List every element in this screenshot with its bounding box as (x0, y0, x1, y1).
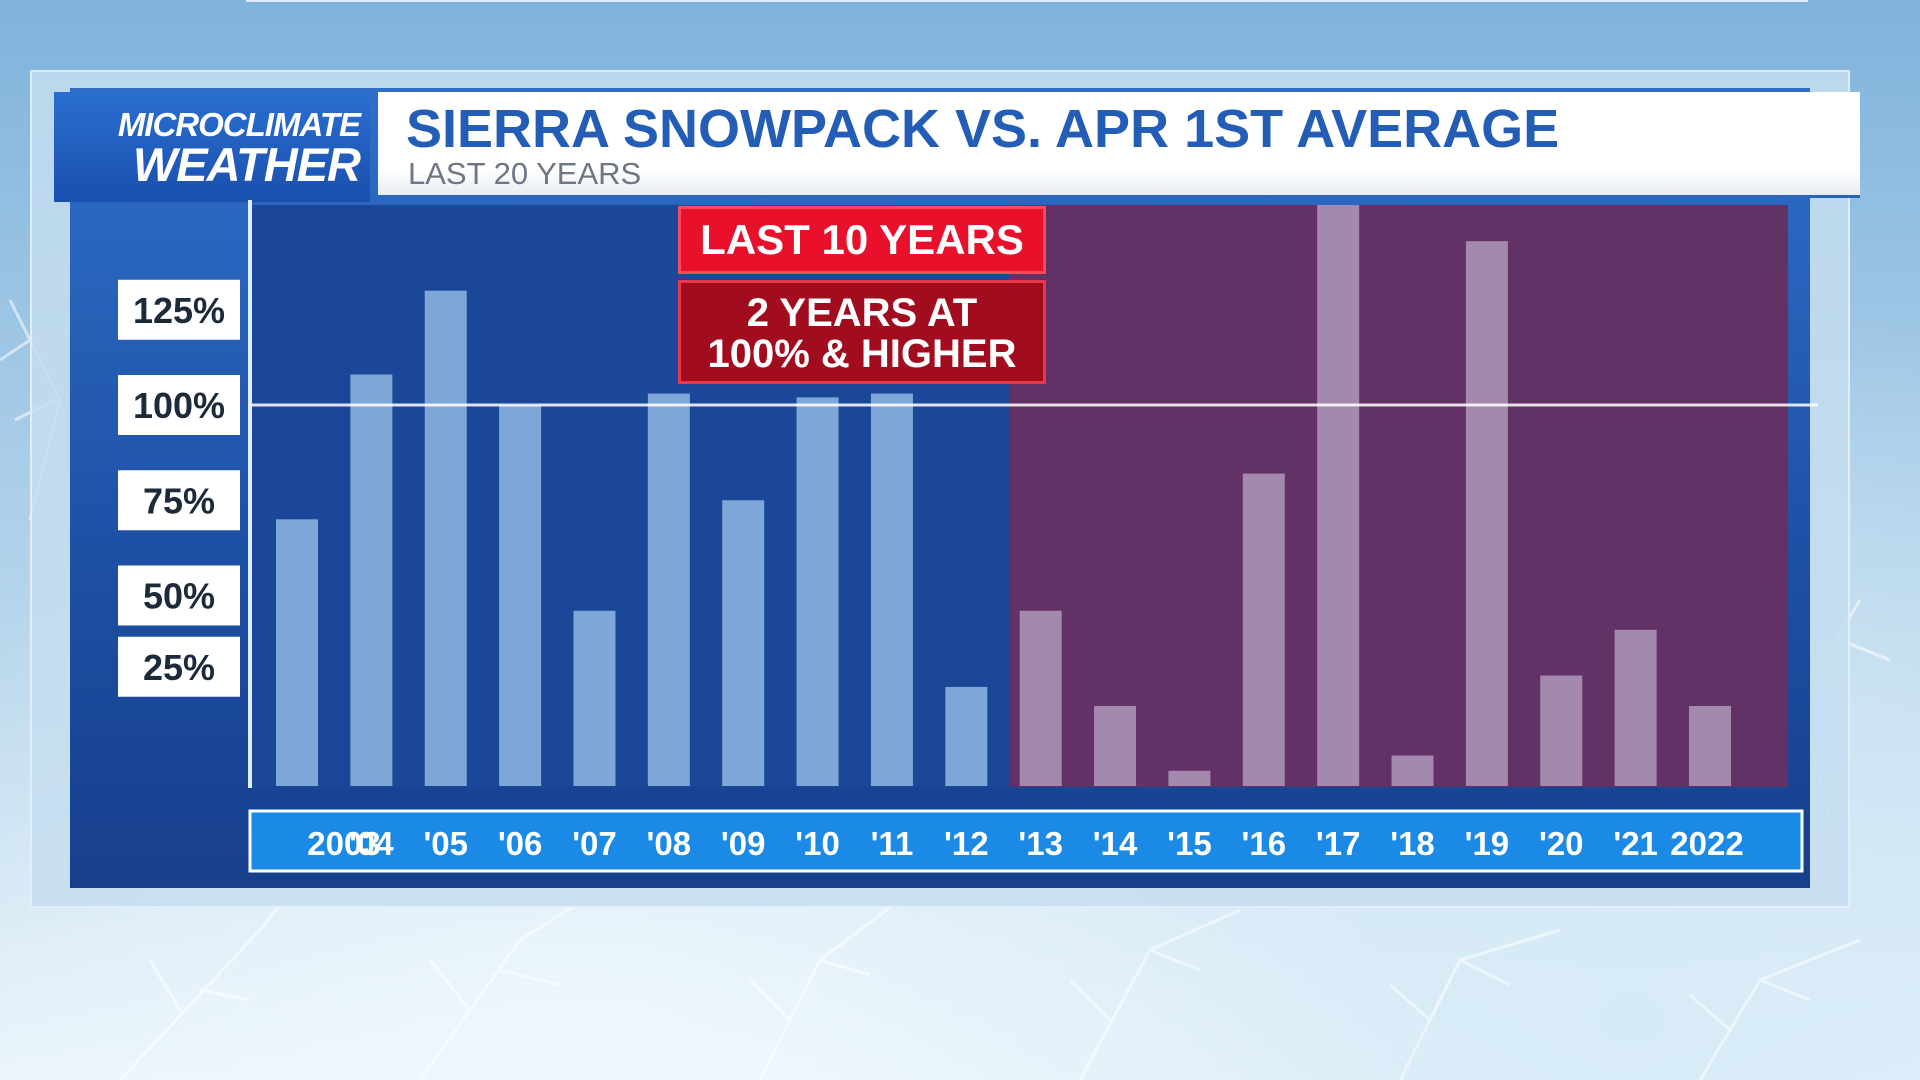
bar-13 (1019, 610, 1062, 786)
title-bar: SIERRA SNOWPACK VS. APR 1ST AVERAGE LAST… (378, 92, 1860, 198)
bar-2003 (276, 519, 318, 786)
y-tick-100: 100% (118, 375, 240, 435)
x-tick-06: '06 (498, 825, 543, 862)
x-tick-16: '16 (1242, 825, 1287, 862)
y-tick-label: 100% (133, 385, 225, 426)
y-tick-box (118, 636, 240, 697)
x-tick-17: '17 (1316, 825, 1361, 862)
callout-years-line-2: 100% & HIGHER (707, 332, 1017, 376)
y-tick-box (118, 279, 240, 340)
y-tick-box (118, 470, 240, 531)
y-tick-label: 75% (143, 480, 215, 521)
bar-14 (1094, 705, 1137, 786)
bar-09 (722, 500, 765, 786)
brand-line-2: WEATHER (132, 138, 361, 191)
callout-years-line-1: 2 YEARS AT (746, 291, 978, 335)
x-tick-09: '09 (721, 825, 766, 862)
x-tick-13: '13 (1018, 825, 1063, 862)
bar-06 (499, 405, 542, 786)
bar-20 (1540, 675, 1583, 786)
y-tick-box (118, 375, 240, 435)
callout-years-above-average: 2 YEARS AT 100% & HIGHER (678, 280, 1046, 384)
x-tick-21: '21 (1613, 825, 1658, 862)
y-tick-label: 50% (143, 576, 215, 617)
bar-08 (647, 393, 690, 786)
bar-21 (1614, 629, 1657, 786)
y-tick-label: 25% (143, 647, 215, 688)
x-axis-label-box (248, 809, 1804, 873)
bar-15 (1168, 770, 1211, 786)
x-tick-15: '15 (1167, 825, 1212, 862)
bar-16 (1242, 473, 1285, 786)
y-tick-25: 25% (118, 636, 240, 697)
x-tick-19: '19 (1465, 825, 1510, 862)
bar-05 (424, 290, 467, 786)
bar-17 (1317, 205, 1360, 786)
y-tick-label: 125% (133, 290, 225, 331)
x-tick-10: '10 (795, 825, 840, 862)
bar-2022 (1689, 705, 1731, 786)
y-tick-50: 50% (118, 565, 240, 626)
x-tick-14: '14 (1093, 825, 1138, 862)
x-tick-07: '07 (572, 825, 617, 862)
y-tick-75: 75% (118, 470, 240, 531)
x-tick-18: '18 (1390, 825, 1435, 862)
bar-10 (796, 397, 839, 786)
x-tick-08: '08 (647, 825, 692, 862)
x-tick-12: '12 (944, 825, 989, 862)
x-tick-2022: 2022 (1670, 825, 1743, 862)
y-tick-125: 125% (118, 279, 240, 340)
bar-04 (350, 374, 393, 786)
bar-11 (870, 393, 913, 786)
bar-12 (945, 686, 988, 786)
bar-19 (1465, 241, 1508, 787)
bar-07 (573, 610, 616, 786)
brand-line-1: MICROCLIMATE (117, 106, 361, 143)
brand-logo: MICROCLIMATE WEATHER (54, 92, 370, 202)
x-tick-04: '04 (349, 825, 394, 862)
bar-18 (1391, 755, 1434, 786)
chart-subtitle: LAST 20 YEARS (408, 156, 642, 191)
x-tick-05: '05 (423, 825, 468, 862)
chart-title: SIERRA SNOWPACK VS. APR 1ST AVERAGE (406, 99, 1560, 159)
y-tick-box (118, 565, 240, 626)
highlight-region (1009, 205, 1788, 787)
x-tick-11: '11 (871, 825, 914, 862)
callout-last-ten-years: LAST 10 YEARS (678, 206, 1046, 274)
x-tick-20: '20 (1539, 825, 1584, 862)
x-tick-2003: 2003 (307, 825, 380, 862)
